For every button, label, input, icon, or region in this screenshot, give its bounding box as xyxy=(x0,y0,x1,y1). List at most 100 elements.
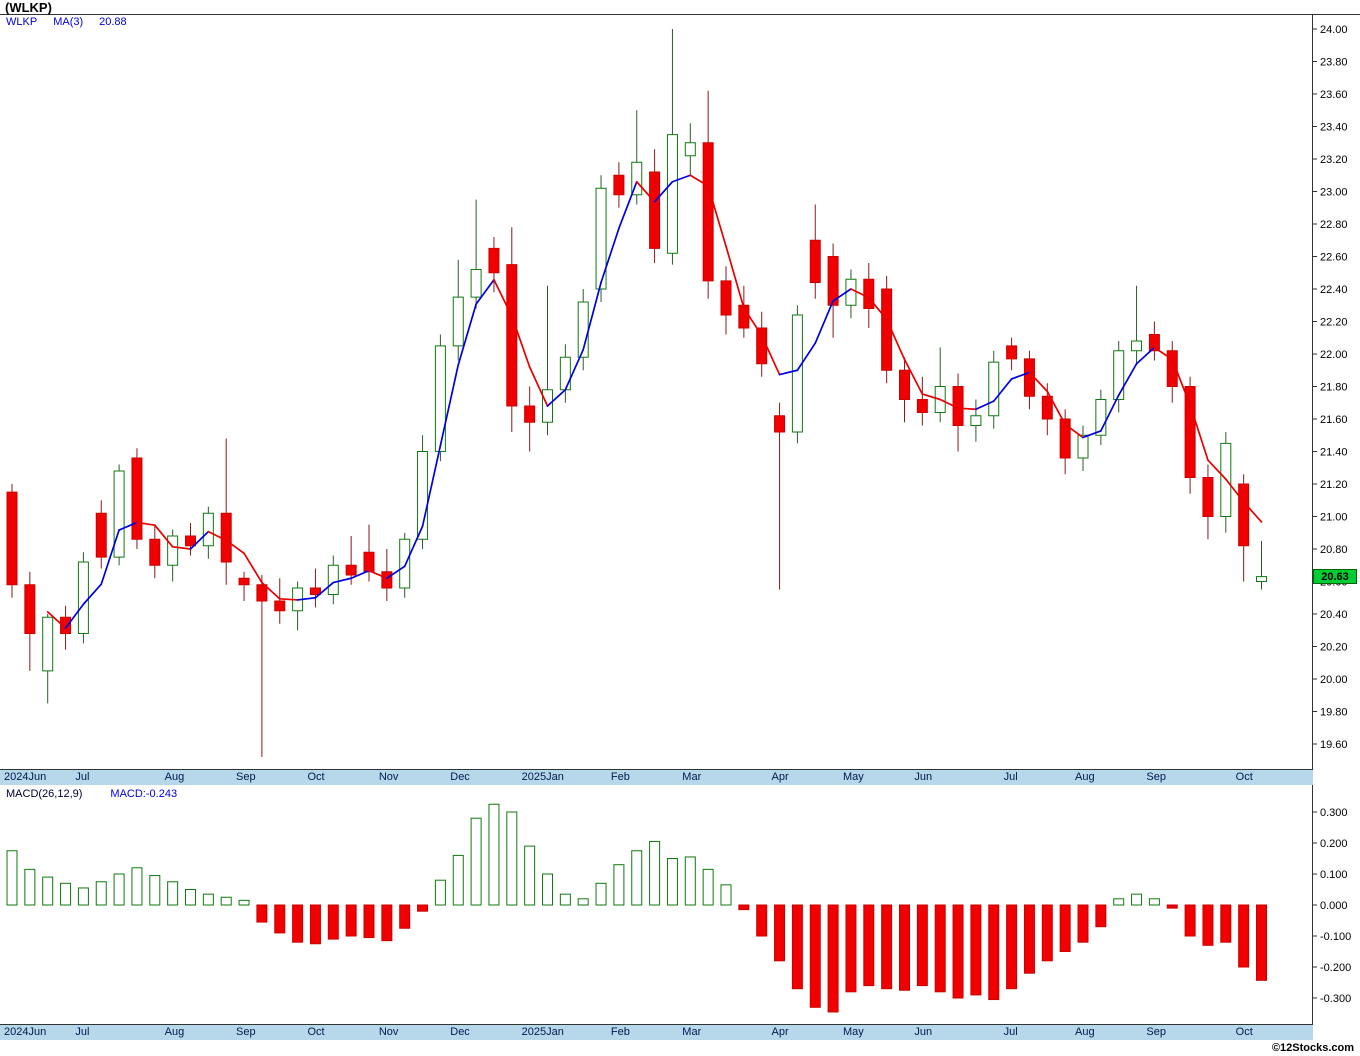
macd-bar xyxy=(845,904,857,993)
macd-bar xyxy=(988,904,1000,1001)
ma-line-segment xyxy=(225,539,245,555)
candle-body xyxy=(95,512,107,558)
month-label: Jul xyxy=(75,1026,90,1038)
ma-line-segment xyxy=(725,245,745,309)
ma-line-segment xyxy=(64,603,85,629)
ma-line-segment xyxy=(760,334,781,376)
candle-body xyxy=(1095,399,1107,436)
month-label: Jul xyxy=(75,771,90,783)
ma-line-segment xyxy=(1135,346,1156,365)
month-label: Apr xyxy=(771,771,789,783)
candle-body xyxy=(452,296,464,347)
macd-bar xyxy=(595,882,607,906)
ma-line-segment xyxy=(403,525,424,568)
candle-body xyxy=(1077,434,1089,459)
candle-body xyxy=(274,600,286,612)
macd-bar xyxy=(1148,898,1160,906)
candle-body xyxy=(42,616,54,672)
ma-line-segment xyxy=(742,307,763,337)
macd-bar xyxy=(542,873,553,906)
candle-body xyxy=(60,616,72,634)
candle-body xyxy=(595,187,607,290)
month-label: Sep xyxy=(1146,1026,1166,1038)
legend-symbol: WLKP xyxy=(6,16,38,28)
macd-bar xyxy=(60,882,72,906)
macd-bar xyxy=(524,845,536,906)
price-axis-label: 21.80 xyxy=(1320,382,1348,394)
candle-body xyxy=(1006,345,1018,360)
ma-line-segment xyxy=(261,581,281,600)
ma-line-segment xyxy=(564,348,585,391)
macd-bar xyxy=(559,893,571,906)
candle-body xyxy=(559,356,571,391)
candle-body xyxy=(970,415,982,426)
month-label: Mar xyxy=(682,1026,702,1038)
candle-body xyxy=(577,301,589,358)
ma-line-segment xyxy=(46,610,67,629)
macd-bar xyxy=(220,896,232,906)
ma-line-segment xyxy=(778,369,799,376)
candle-body xyxy=(666,134,678,254)
candle-body xyxy=(77,561,89,634)
ma-line-segment xyxy=(975,400,995,411)
candle-body xyxy=(292,587,304,612)
macd-bar xyxy=(1113,898,1125,906)
price-axis-label: 21.60 xyxy=(1320,414,1348,426)
candle-body xyxy=(202,512,214,547)
ma-line-segment xyxy=(957,407,977,411)
candle-body xyxy=(1131,340,1143,352)
macd-axis-label: -0.100 xyxy=(1320,931,1351,943)
candle-body xyxy=(845,278,857,306)
macd-bar xyxy=(649,840,661,906)
month-label: Oct xyxy=(307,1026,325,1038)
ma-line-segment xyxy=(582,281,602,351)
candle-body xyxy=(916,399,928,413)
ma-line-segment xyxy=(992,378,1013,402)
candle-body xyxy=(1166,350,1178,387)
macd-bar xyxy=(363,904,375,939)
price-axis-label: 23.40 xyxy=(1320,122,1348,134)
candle-body xyxy=(1202,477,1214,517)
macd-bar xyxy=(131,867,143,906)
macd-bar xyxy=(720,884,732,906)
price-axis-label: 19.60 xyxy=(1320,739,1348,751)
ma-line-segment xyxy=(796,342,817,372)
legend-ma-value: 20.88 xyxy=(99,16,127,28)
macd-bar xyxy=(1095,904,1107,928)
ma-line-segment xyxy=(100,529,120,586)
month-label: Oct xyxy=(1235,1026,1253,1038)
price-axis-label: 23.20 xyxy=(1320,154,1348,166)
candle-body xyxy=(649,171,661,249)
price-axis-label: 23.00 xyxy=(1320,187,1348,199)
macd-bar xyxy=(1238,904,1250,968)
watermark: ©12Stocks.com xyxy=(1271,1042,1354,1054)
macd-bar xyxy=(899,904,910,991)
macd-bar xyxy=(95,881,107,906)
month-label: 2025Jan xyxy=(521,1026,564,1038)
ma-line-segment xyxy=(475,278,495,306)
macd-bar xyxy=(381,904,393,942)
candle-body xyxy=(256,584,268,602)
macd-legend-value: MACD:-0.243 xyxy=(110,788,178,800)
month-label: May xyxy=(842,1026,864,1038)
ma-line-segment xyxy=(653,180,674,203)
month-label: Nov xyxy=(378,1026,399,1038)
month-label: Apr xyxy=(771,1026,789,1038)
candle-body xyxy=(1238,483,1250,547)
month-label: Aug xyxy=(164,771,185,783)
macd-bar xyxy=(702,868,714,906)
ma-line-segment xyxy=(1207,459,1227,480)
macd-bar xyxy=(42,876,54,906)
price-axis-label: 20.20 xyxy=(1320,642,1348,654)
candle-body xyxy=(1256,576,1267,582)
ma-line-segment xyxy=(296,596,317,601)
ma-line-segment xyxy=(814,300,834,345)
month-label: Nov xyxy=(378,771,399,783)
macd-bar xyxy=(1023,904,1035,974)
candle-body xyxy=(399,538,411,589)
macd-bar xyxy=(1184,904,1196,937)
macd-bar xyxy=(327,904,339,940)
month-label: 2024Jun xyxy=(4,771,47,783)
ma-line-segment xyxy=(278,597,299,601)
